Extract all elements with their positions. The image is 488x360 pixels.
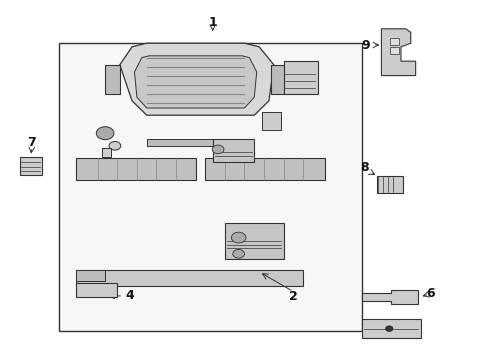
Circle shape [232, 249, 244, 258]
Circle shape [231, 232, 245, 243]
Polygon shape [120, 43, 273, 115]
Bar [361, 319, 420, 338]
Polygon shape [361, 290, 417, 304]
Bar [212, 139, 254, 162]
Text: 6: 6 [425, 287, 434, 300]
Text: 3: 3 [240, 244, 248, 257]
Text: 8: 8 [359, 161, 368, 174]
Polygon shape [205, 158, 325, 180]
Polygon shape [271, 65, 285, 94]
Bar [76, 283, 117, 297]
Bar [224, 223, 283, 259]
Circle shape [109, 141, 121, 150]
Circle shape [96, 127, 114, 140]
Circle shape [212, 145, 224, 154]
Text: 5: 5 [369, 319, 378, 332]
Bar [376, 176, 403, 193]
Text: 4: 4 [125, 289, 134, 302]
Bar [59, 43, 361, 331]
Bar [389, 47, 398, 54]
Polygon shape [76, 158, 195, 180]
Bar [20, 157, 41, 175]
Polygon shape [76, 270, 303, 286]
Text: 9: 9 [361, 39, 369, 51]
Text: 2: 2 [288, 291, 297, 303]
Bar [283, 61, 317, 94]
Polygon shape [381, 29, 415, 76]
Bar [102, 148, 110, 157]
Bar [389, 38, 398, 45]
Bar [76, 270, 105, 281]
Polygon shape [105, 65, 120, 94]
Bar [261, 112, 281, 130]
Polygon shape [134, 56, 256, 108]
Circle shape [385, 326, 392, 331]
Text: 7: 7 [27, 136, 36, 149]
Bar [146, 139, 229, 146]
Text: 1: 1 [208, 16, 217, 29]
